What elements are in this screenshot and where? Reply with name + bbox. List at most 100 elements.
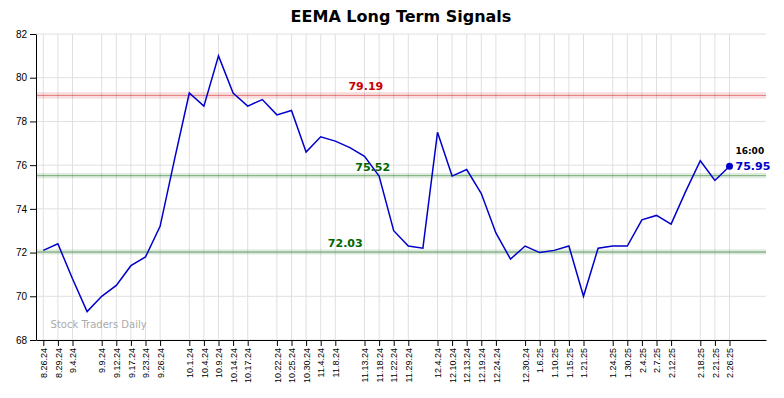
- grid-line-x: [291, 34, 292, 340]
- x-tick-mark: [554, 340, 555, 346]
- x-tick: 11.29.24: [404, 340, 414, 382]
- x-tick-label: 11.13.24: [360, 348, 370, 382]
- x-tick-mark: [525, 340, 526, 346]
- y-axis-line: [36, 35, 37, 341]
- x-tick: 9.9.24: [97, 340, 107, 373]
- x-tick-mark: [102, 340, 103, 346]
- x-tick: 11.8.24: [331, 340, 341, 377]
- grid-line-x: [306, 34, 307, 340]
- x-tick: 2.7.25: [652, 340, 662, 373]
- grid-line-x: [525, 34, 526, 340]
- y-tick-mark: [30, 209, 36, 210]
- reference-band: [36, 92, 766, 99]
- x-tick: 9.12.24: [112, 340, 122, 378]
- x-tick-mark: [131, 340, 132, 346]
- grid-line-x: [145, 34, 146, 340]
- x-tick-label: 11.4.24: [316, 348, 326, 377]
- x-tick: 10.4.24: [200, 340, 210, 378]
- x-tick-label: 12.24.24: [492, 348, 502, 383]
- x-tick-mark: [204, 340, 205, 346]
- x-tick-mark: [379, 340, 380, 346]
- grid-line-x: [203, 34, 204, 340]
- grid-line-x: [393, 34, 394, 340]
- x-tick-mark: [292, 340, 293, 346]
- x-tick: 11.22.24: [389, 340, 399, 382]
- x-tick-mark: [408, 340, 409, 346]
- x-tick: 10.17.24: [243, 340, 253, 383]
- y-tick-mark: [30, 296, 36, 297]
- grid-line-x: [627, 34, 628, 340]
- grid-line-x: [72, 34, 73, 340]
- x-tick-label: 2.18.25: [696, 348, 706, 378]
- x-tick-label: 10.9.24: [214, 348, 224, 378]
- x-tick: 12.30.24: [521, 340, 531, 383]
- x-tick-mark: [467, 340, 468, 346]
- grid-line-x: [43, 34, 44, 340]
- x-tick-label: 11.29.24: [404, 348, 414, 382]
- x-tick-label: 11.22.24: [389, 348, 399, 382]
- x-tick-label: 10.4.24: [200, 348, 210, 378]
- x-tick-label: 10.1.24: [185, 348, 195, 378]
- y-axis: 6870727476788082: [16, 29, 37, 346]
- x-tick-label: 1.21.25: [579, 348, 589, 378]
- x-tick-mark: [306, 340, 307, 346]
- x-tick: 1.21.25: [579, 340, 589, 378]
- x-tick-mark: [335, 340, 336, 346]
- y-tick-mark: [30, 340, 36, 341]
- grid-line-x: [320, 34, 321, 340]
- x-tick: 9.26.24: [156, 340, 166, 378]
- reference-band: [36, 173, 766, 178]
- x-tick: 10.14.24: [229, 340, 239, 383]
- x-tick-label: 9.26.24: [156, 348, 166, 378]
- grid-line-x: [612, 34, 613, 340]
- x-tick: 2.26.25: [725, 340, 735, 378]
- y-tick-label: 68: [16, 335, 28, 346]
- x-tick: 11.18.24: [375, 340, 385, 382]
- x-tick: 8.29.24: [54, 340, 64, 378]
- grid-line-x: [247, 34, 248, 340]
- x-tick-mark: [700, 340, 701, 346]
- grid-line-x: [700, 34, 701, 340]
- x-tick-label: 11.18.24: [375, 348, 385, 382]
- x-tick-mark: [613, 340, 614, 346]
- y-tick: 72: [16, 247, 36, 258]
- x-tick-label: 8.29.24: [54, 348, 64, 378]
- x-tick-label: 10.30.24: [302, 348, 312, 383]
- grid-line-x: [276, 34, 277, 340]
- x-tick: 10.25.24: [287, 340, 297, 383]
- x-tick-mark: [540, 340, 541, 346]
- grid-line-x: [116, 34, 117, 340]
- reference-band: [36, 249, 766, 254]
- y-tick-label: 74: [16, 204, 28, 215]
- x-tick-label: 2.12.25: [667, 348, 677, 378]
- grid-line-x: [408, 34, 409, 340]
- x-tick-mark: [657, 340, 658, 346]
- y-tick: 70: [16, 291, 36, 302]
- x-tick-mark: [627, 340, 628, 346]
- x-tick-mark: [715, 340, 716, 346]
- x-tick: 1.10.25: [550, 340, 560, 378]
- y-tick-label: 76: [16, 160, 28, 171]
- plot: 68707274767880828.26.248.29.249.4.249.9.…: [16, 29, 770, 383]
- y-tick-mark: [30, 253, 36, 254]
- x-tick-label: 9.4.24: [68, 348, 78, 373]
- x-tick-label: 12.30.24: [521, 348, 531, 383]
- grid-line-x: [57, 34, 58, 340]
- grid-line-x: [466, 34, 467, 340]
- watermark: Stock Traders Daily: [51, 319, 147, 330]
- line: [43, 56, 729, 312]
- y-tick: 80: [16, 72, 36, 83]
- x-tick-mark: [160, 340, 161, 346]
- x-tick-mark: [189, 340, 190, 346]
- x-tick-label: 9.9.24: [97, 348, 107, 373]
- title: EEMA Long Term Signals: [291, 7, 512, 26]
- grid-line-x: [335, 34, 336, 340]
- x-tick: 9.23.24: [141, 340, 151, 378]
- reference-label: 72.03: [328, 237, 363, 250]
- x-tick: 10.9.24: [214, 340, 224, 378]
- grid-line-x: [437, 34, 438, 340]
- annotations: 79.1975.5272.0316:0075.95Stock Traders D…: [51, 80, 771, 329]
- grid-line-x: [481, 34, 482, 340]
- x-tick: 2.4.25: [638, 340, 648, 373]
- x-axis: 8.26.248.29.249.4.249.9.249.12.249.17.24…: [37, 340, 767, 383]
